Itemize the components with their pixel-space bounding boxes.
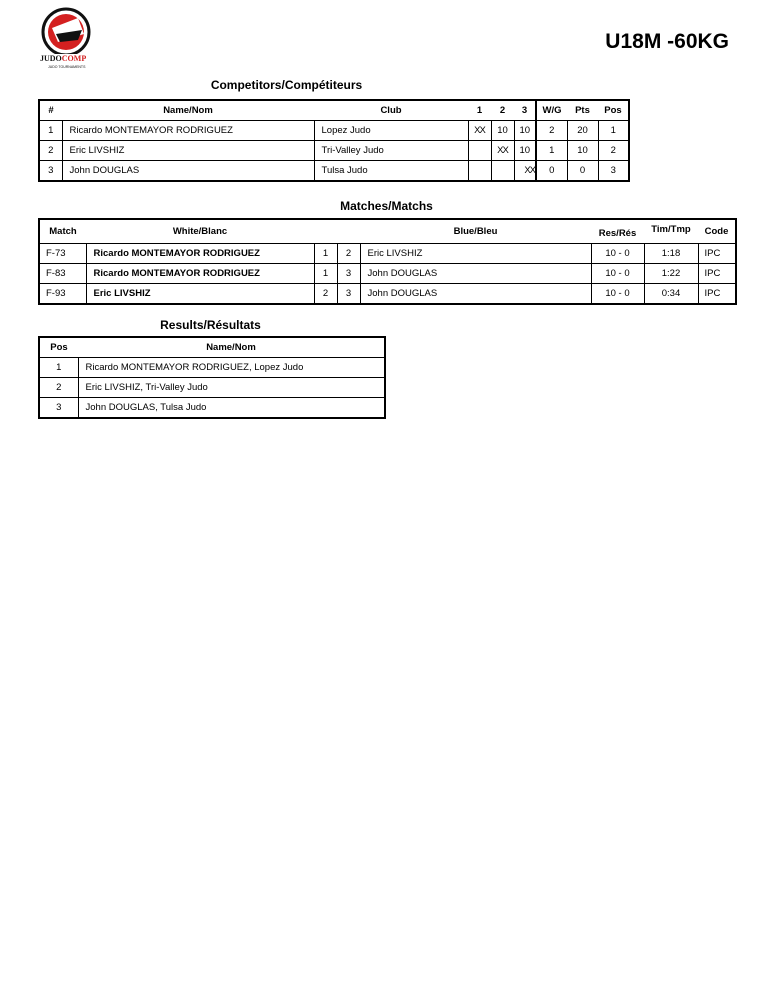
division-title: U18M -60KG bbox=[605, 30, 729, 53]
cell-r1 bbox=[467, 140, 492, 161]
header-r3: 3 bbox=[514, 100, 536, 121]
judocomp-logo: JUDOCOMP JUDO TOURNAMENTS bbox=[38, 4, 100, 70]
cell-name: Ricardo MONTEMAYOR RODRIGUEZ, Lopez Judo bbox=[77, 357, 386, 378]
header-points: Pts bbox=[567, 100, 598, 121]
cell-wins: 0 bbox=[535, 160, 568, 182]
cell-time: 1:18 bbox=[643, 243, 699, 264]
cell-blue-num: 3 bbox=[336, 283, 361, 305]
match-row: F-73 Ricardo MONTEMAYOR RODRIGUEZ 1 2 Eric L… bbox=[38, 243, 737, 264]
cell-points: 20 bbox=[566, 120, 599, 141]
cell-result: 10 - 0 bbox=[590, 283, 645, 305]
header-name: Name/Nom bbox=[62, 100, 314, 121]
result-row: 3 John DOUGLAS, Tulsa Judo bbox=[38, 397, 386, 419]
cell-code: IPC bbox=[697, 263, 737, 284]
header-time: Tim/Tmp bbox=[644, 219, 698, 244]
result-row: 1 Ricardo MONTEMAYOR RODRIGUEZ, Lopez Jud… bbox=[38, 357, 386, 378]
competitor-row: 3 John DOUGLAS Tulsa Judo XX 0 0 3 bbox=[38, 160, 630, 182]
results-heading: Results/Résultats bbox=[160, 318, 261, 332]
cell-number: 1 bbox=[38, 120, 63, 141]
cell-r2 bbox=[490, 160, 515, 182]
match-row: F-93 Eric LIVSHIZ 2 3 John DOUGLAS 10 - 0 0:34… bbox=[38, 283, 737, 305]
cell-points: 10 bbox=[566, 140, 599, 161]
header-wins: W/G bbox=[535, 100, 567, 121]
cell-position: 3 bbox=[597, 160, 630, 182]
cell-blue-num: 3 bbox=[336, 263, 361, 284]
cell-name: Ricardo MONTEMAYOR RODRIGUEZ bbox=[61, 120, 315, 141]
cell-name: Eric LIVSHIZ bbox=[61, 140, 315, 161]
cell-club: Tri-Valley Judo bbox=[313, 140, 469, 161]
cell-result: 10 - 0 bbox=[590, 243, 645, 264]
cell-r1 bbox=[467, 160, 492, 182]
header-match: Match bbox=[39, 219, 86, 244]
header-r2: 2 bbox=[491, 100, 514, 121]
cell-time: 1:22 bbox=[643, 263, 699, 284]
cell-match: F-73 bbox=[38, 243, 87, 264]
cell-code: IPC bbox=[697, 243, 737, 264]
cell-blue-num: 2 bbox=[336, 243, 361, 264]
cell-position: 1 bbox=[597, 120, 630, 141]
competitor-row: 1 Ricardo MONTEMAYOR RODRIGUEZ Lopez Judo X… bbox=[38, 120, 630, 141]
header-code: Code bbox=[698, 219, 736, 244]
cell-blue: John DOUGLAS bbox=[359, 283, 592, 305]
cell-name: John DOUGLAS bbox=[61, 160, 315, 182]
cell-white-num: 1 bbox=[313, 243, 338, 264]
competitors-heading: Competitors/Compétiteurs bbox=[210, 78, 363, 92]
cell-blue: John DOUGLAS bbox=[359, 263, 592, 284]
cell-white-num: 2 bbox=[313, 283, 338, 305]
cell-pos: 1 bbox=[38, 357, 79, 378]
cell-wins: 2 bbox=[535, 120, 568, 141]
header-club: Club bbox=[314, 100, 468, 121]
cell-r2: XX bbox=[490, 140, 515, 161]
header-blue: Blue/Bleu bbox=[360, 219, 591, 244]
matches-heading: Matches/Matchs bbox=[340, 199, 433, 213]
matches-table: Match White/Blanc Blue/Bleu Res/Rés Tim/… bbox=[38, 218, 737, 305]
cell-code: IPC bbox=[697, 283, 737, 305]
cell-white: Ricardo MONTEMAYOR RODRIGUEZ bbox=[85, 243, 315, 264]
cell-name: John DOUGLAS, Tulsa Judo bbox=[77, 397, 386, 419]
cell-r1: XX bbox=[467, 120, 492, 141]
match-row: F-83 Ricardo MONTEMAYOR RODRIGUEZ 1 3 John D… bbox=[38, 263, 737, 284]
cell-r3: XX bbox=[513, 160, 537, 182]
cell-r3: 10 bbox=[513, 140, 537, 161]
cell-white-num: 1 bbox=[313, 263, 338, 284]
cell-position: 2 bbox=[597, 140, 630, 161]
cell-name: Eric LIVSHIZ, Tri-Valley Judo bbox=[77, 377, 386, 398]
cell-number: 3 bbox=[38, 160, 63, 182]
svg-text:JUDO TOURNAMENTS: JUDO TOURNAMENTS bbox=[48, 65, 86, 69]
cell-blue: Eric LIVSHIZ bbox=[359, 243, 592, 264]
cell-club: Tulsa Judo bbox=[313, 160, 469, 182]
cell-result: 10 - 0 bbox=[590, 263, 645, 284]
cell-pos: 2 bbox=[38, 377, 79, 398]
header-r1: 1 bbox=[468, 100, 491, 121]
cell-wins: 1 bbox=[535, 140, 568, 161]
svg-text:JUDOCOMP: JUDOCOMP bbox=[40, 54, 86, 63]
cell-r3: 10 bbox=[513, 120, 537, 141]
result-row: 2 Eric LIVSHIZ, Tri-Valley Judo bbox=[38, 377, 386, 398]
cell-time: 0:34 bbox=[643, 283, 699, 305]
header-pos: Pos bbox=[39, 337, 78, 358]
header-position: Pos bbox=[598, 100, 629, 121]
cell-r2: 10 bbox=[490, 120, 515, 141]
cell-white: Ricardo MONTEMAYOR RODRIGUEZ bbox=[85, 263, 315, 284]
competitor-row: 2 Eric LIVSHIZ Tri-Valley Judo XX 10 1 10 2 bbox=[38, 140, 630, 161]
results-table: Pos Name/Nom 1 Ricardo MONTEMAYOR RODRIGU… bbox=[38, 336, 386, 419]
header-number: # bbox=[39, 100, 62, 121]
header-result: Res/Rés bbox=[591, 219, 644, 244]
header-name: Name/Nom bbox=[78, 337, 385, 358]
cell-club: Lopez Judo bbox=[313, 120, 469, 141]
cell-match: F-83 bbox=[38, 263, 87, 284]
header-white: White/Blanc bbox=[86, 219, 314, 244]
cell-points: 0 bbox=[566, 160, 599, 182]
cell-white: Eric LIVSHIZ bbox=[85, 283, 315, 305]
cell-pos: 3 bbox=[38, 397, 79, 419]
cell-match: F-93 bbox=[38, 283, 87, 305]
competitors-table: # Name/Nom Club 1 2 3 W/G Pts Pos 1 Ricardo MONTEM… bbox=[38, 99, 630, 182]
cell-number: 2 bbox=[38, 140, 63, 161]
